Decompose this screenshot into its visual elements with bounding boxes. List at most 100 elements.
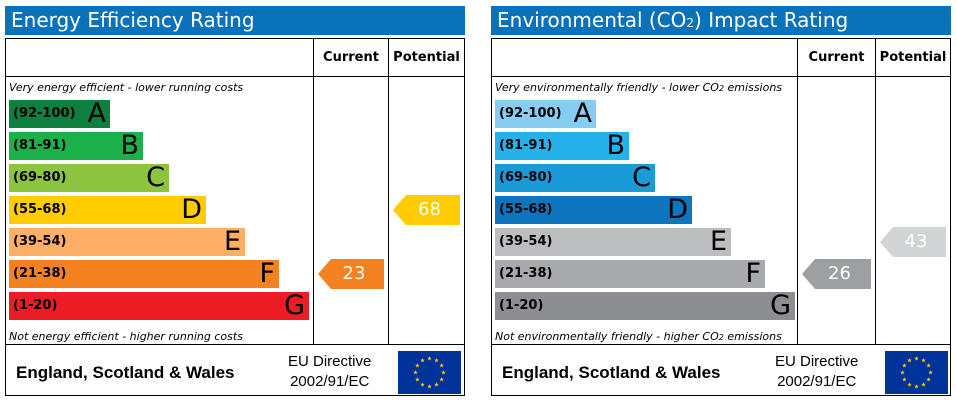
footer-country: England, Scotland & Wales — [502, 363, 721, 382]
top-note-text: Very environmentally friendly - lower CO — [495, 81, 719, 94]
eu-star — [902, 377, 907, 382]
rating-band-b: (81-91) B — [495, 130, 629, 161]
top-note-suffix: emissions — [724, 81, 783, 94]
current-rating-arrow-value: 23 — [342, 263, 366, 284]
rating-band-c: (69-80) C — [495, 162, 655, 193]
column-divider — [313, 39, 314, 345]
eu-star — [434, 357, 439, 363]
potential-rating-arrow: 68 — [393, 195, 460, 225]
footer-divider — [6, 344, 464, 345]
eu-star — [926, 363, 931, 368]
eu-star — [914, 356, 919, 361]
eu-star — [415, 363, 420, 368]
band-letter: A — [87, 98, 106, 129]
band-range-label: (92-100) — [499, 106, 562, 121]
eu-flag-icon — [885, 351, 948, 394]
bottom-note: Not energy efficient - higher running co… — [9, 330, 243, 343]
bottom-note: Not environmentally friendly - higher CO… — [495, 330, 782, 343]
band-letter: B — [606, 130, 625, 161]
eu-star — [902, 363, 907, 368]
band-range-label: (69-80) — [499, 170, 553, 185]
energy-efficiency-panel: Energy Efficiency Rating Current Potenti… — [5, 6, 465, 398]
potential-rating-arrow-shape — [880, 227, 946, 257]
eu-star — [926, 377, 931, 382]
eu-flag-icon — [398, 351, 461, 394]
eu-directive: EU Directive 2002/91/EC — [775, 352, 858, 392]
eu-star — [420, 357, 425, 363]
potential-rating-arrow-value: 43 — [904, 231, 928, 252]
potential-rating-arrow-value: 68 — [418, 199, 441, 220]
potential-rating-arrow: 43 — [880, 227, 946, 257]
band-letter: G — [284, 290, 305, 321]
rating-band-g: (1-20) G — [495, 290, 795, 321]
band-range-label: (39-54) — [499, 234, 553, 249]
eu-directive-line2: 2002/91/EC — [777, 373, 857, 390]
eu-star — [441, 370, 446, 375]
panel-title-suffix: ) Impact Rating — [694, 8, 849, 32]
eu-star — [921, 357, 926, 363]
band-range-label: (69-80) — [13, 170, 67, 185]
eu-star — [928, 370, 933, 375]
band-range-label: (81-91) — [13, 138, 67, 153]
footer-country: England, Scotland & Wales — [16, 363, 235, 382]
band-letter: G — [770, 290, 791, 321]
current-rating-arrow: 26 — [802, 259, 871, 289]
current-column-header: Current — [323, 50, 379, 65]
band-letter: D — [667, 194, 688, 225]
band-letter: D — [181, 194, 202, 225]
band-range-label: (21-38) — [13, 266, 67, 281]
eu-star — [415, 377, 420, 382]
band-range-label: (55-68) — [499, 202, 553, 217]
header-divider — [6, 76, 464, 77]
eu-star — [900, 370, 905, 375]
current-column-header: Current — [808, 50, 865, 65]
eu-star — [413, 370, 418, 375]
header-divider — [492, 76, 950, 77]
eu-directive-line1: EU Directive — [288, 353, 372, 370]
column-divider — [797, 39, 798, 345]
current-rating-arrow-shape — [318, 259, 384, 289]
band-range-label: (55-68) — [13, 202, 67, 217]
eu-star — [439, 377, 444, 382]
band-range-label: (39-54) — [13, 234, 67, 249]
rating-band-b: (81-91) B — [9, 131, 143, 161]
bottom-note-suffix: emissions — [723, 330, 782, 343]
band-letter: C — [146, 162, 165, 193]
current-rating-arrow-body — [802, 259, 871, 289]
eu-star — [427, 384, 432, 389]
band-letter: E — [709, 226, 727, 257]
band-range-label: (1-20) — [499, 298, 544, 313]
eu-star — [914, 384, 919, 389]
eu-star — [427, 356, 432, 361]
potential-rating-arrow-shape — [393, 195, 460, 225]
band-range-label: (21-38) — [499, 266, 553, 281]
rating-band-d: (55-68) D — [495, 194, 692, 225]
column-divider — [875, 39, 876, 345]
band-letter: E — [223, 226, 241, 257]
band-letter: C — [632, 162, 651, 193]
column-divider — [388, 39, 389, 345]
bottom-note-text: Not environmentally friendly - higher CO — [495, 330, 719, 343]
rating-band-a: (92-100) A — [9, 98, 110, 129]
eu-star — [907, 357, 912, 363]
panel-title-text: Energy Efficiency Rating — [11, 8, 255, 32]
rating-band-a: (92-100) A — [495, 99, 596, 129]
potential-column-header: Potential — [393, 50, 460, 65]
band-range-label: (81-91) — [499, 138, 553, 153]
rating-band-g: (1-20) G — [9, 290, 309, 321]
band-letter: F — [259, 258, 275, 289]
current-rating-arrow: 23 — [318, 259, 384, 289]
rating-band-d: (55-68) D — [9, 194, 206, 225]
eu-directive-line2: 2002/91/EC — [290, 373, 370, 390]
top-note: Very environmentally friendly - lower CO… — [495, 81, 782, 94]
rating-band-c: (69-80) C — [9, 162, 169, 193]
potential-rating-arrow-body — [880, 227, 946, 257]
band-range-label: (92-100) — [13, 106, 76, 121]
top-note-subscript: 2 — [718, 84, 725, 93]
rating-band-e: (39-54) E — [9, 226, 245, 257]
eu-star — [439, 363, 444, 368]
potential-column-header: Potential — [879, 50, 947, 65]
current-rating-arrow-value: 26 — [828, 263, 851, 284]
eu-directive: EU Directive 2002/91/EC — [288, 352, 371, 392]
current-rating-arrow-body — [318, 259, 384, 289]
